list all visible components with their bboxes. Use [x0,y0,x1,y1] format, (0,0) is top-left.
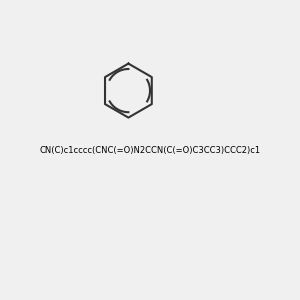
Text: CN(C)c1cccc(CNC(=O)N2CCN(C(=O)C3CC3)CCC2)c1: CN(C)c1cccc(CNC(=O)N2CCN(C(=O)C3CC3)CCC2… [39,146,261,154]
